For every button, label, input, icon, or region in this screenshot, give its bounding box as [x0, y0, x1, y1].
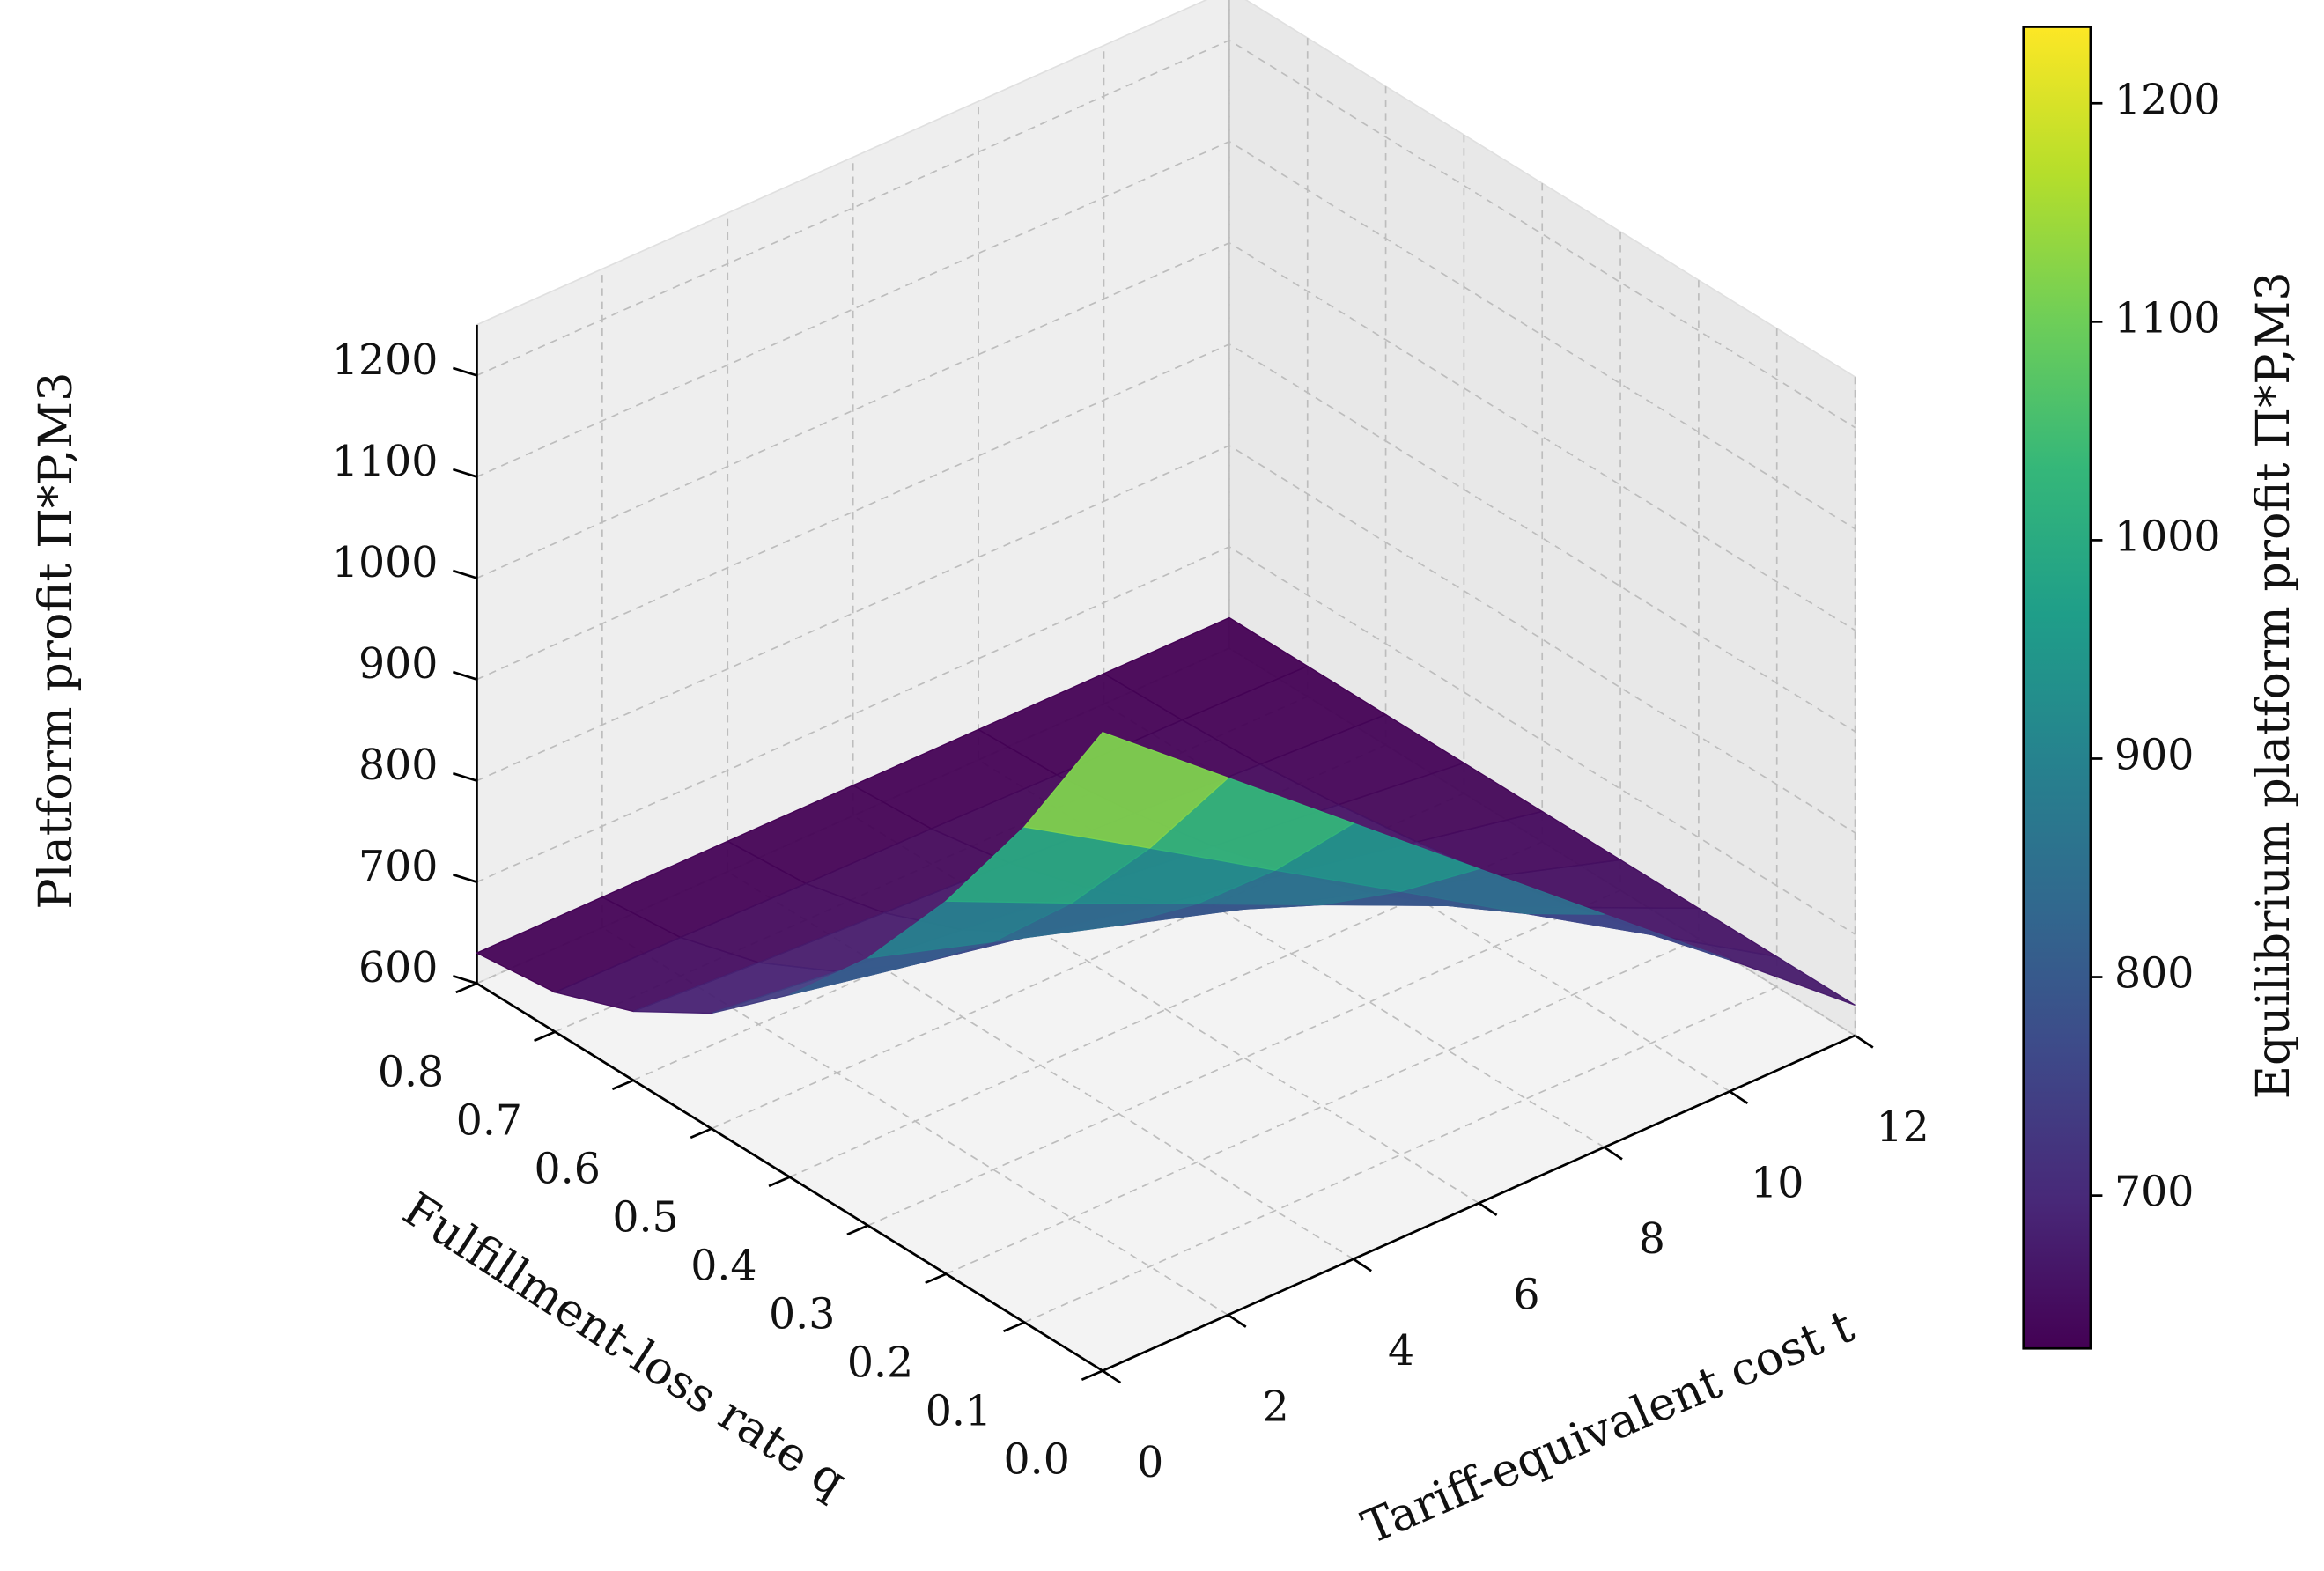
colorbar-label: Equilibrium platform profit Π*P,M3 — [2247, 271, 2300, 1099]
y-tick — [925, 1272, 947, 1285]
y-tick — [846, 1224, 869, 1236]
x-tick — [1478, 1202, 1498, 1216]
grid-line — [978, 101, 1605, 1148]
y-tick-label: 0.2 — [847, 1339, 913, 1388]
z-tick — [452, 873, 477, 883]
x-tick-label: 4 — [1388, 1327, 1414, 1376]
x-tick — [1227, 1314, 1247, 1328]
z-tick-label: 1100 — [332, 438, 439, 486]
colorbar-tick-label: 800 — [2114, 950, 2194, 999]
z-tick-label: 1200 — [332, 336, 439, 385]
x-tick — [1353, 1258, 1372, 1272]
grid-line — [476, 140, 1856, 530]
y-tick — [1081, 1369, 1103, 1382]
z-tick-label: 600 — [358, 944, 438, 992]
x-tick — [1102, 1369, 1122, 1384]
grid-line — [727, 212, 1354, 1260]
grid-line — [476, 546, 1856, 935]
colorbar-tick-label: 900 — [2114, 731, 2194, 779]
z-tick-label: 1000 — [332, 539, 439, 587]
x-tick-label: 6 — [1513, 1272, 1539, 1320]
colorbar — [2022, 26, 2092, 1350]
z-tick — [452, 366, 477, 377]
grid-line — [601, 269, 1228, 1316]
grid-line — [476, 39, 1856, 429]
z-tick — [452, 771, 477, 782]
colorbar-tick-label: 1200 — [2114, 76, 2221, 124]
grid-line — [852, 157, 1479, 1205]
x-tick — [1603, 1146, 1623, 1161]
x-axis-label: Tariff-equivalent cost t — [1354, 1300, 1861, 1555]
x-tick-label: 0 — [1137, 1439, 1163, 1487]
colorbar-tick-label: 700 — [2114, 1169, 2194, 1217]
y-tick-label: 0.8 — [378, 1049, 444, 1097]
z-tick — [452, 569, 477, 579]
y-tick — [455, 982, 477, 994]
x-tick-label: 2 — [1263, 1383, 1289, 1431]
x-tick-label: 10 — [1751, 1160, 1804, 1208]
y-tick-label: 0.7 — [456, 1097, 522, 1146]
z-axis-label: Platform profit Π*P,M3 — [29, 372, 83, 910]
surface-facet — [1022, 731, 1229, 849]
y-tick-label: 0.4 — [690, 1243, 756, 1291]
grid-line — [476, 241, 1856, 631]
plot: 0 2 4 6 8 10 12 0.00.1 0.20.3 0.40.50.6 0.70.8 600 7… — [29, 0, 2300, 1555]
y-tick-label: 0.3 — [769, 1291, 835, 1339]
y-tick — [534, 1030, 556, 1043]
z-tick-label: 800 — [358, 741, 438, 790]
grid-line — [476, 343, 1856, 733]
y-tick-label: 0.0 — [1004, 1436, 1070, 1485]
grid-line — [1103, 45, 1730, 1093]
y-tick-label: 0.1 — [926, 1388, 992, 1436]
y-tick — [690, 1127, 712, 1140]
z-tick-label: 700 — [358, 843, 438, 891]
y-tick-label: 0.6 — [535, 1146, 601, 1194]
y-tick-label: 0.5 — [612, 1194, 678, 1243]
grid-line — [476, 444, 1856, 834]
x-tick-label: 8 — [1639, 1215, 1665, 1264]
z-tick — [452, 974, 477, 985]
x-tick — [1729, 1090, 1749, 1105]
x-tick — [1854, 1034, 1874, 1049]
y-tick — [768, 1176, 791, 1188]
y-tick — [1003, 1321, 1025, 1333]
colorbar-tick-label: 1100 — [2114, 294, 2221, 343]
colorbar-tick-label: 1000 — [2114, 513, 2221, 561]
z-tick — [452, 670, 477, 681]
z-tick-label: 900 — [358, 640, 438, 689]
y-tick — [611, 1079, 634, 1091]
z-tick — [452, 468, 477, 478]
x-tick-label: 12 — [1877, 1103, 1929, 1152]
